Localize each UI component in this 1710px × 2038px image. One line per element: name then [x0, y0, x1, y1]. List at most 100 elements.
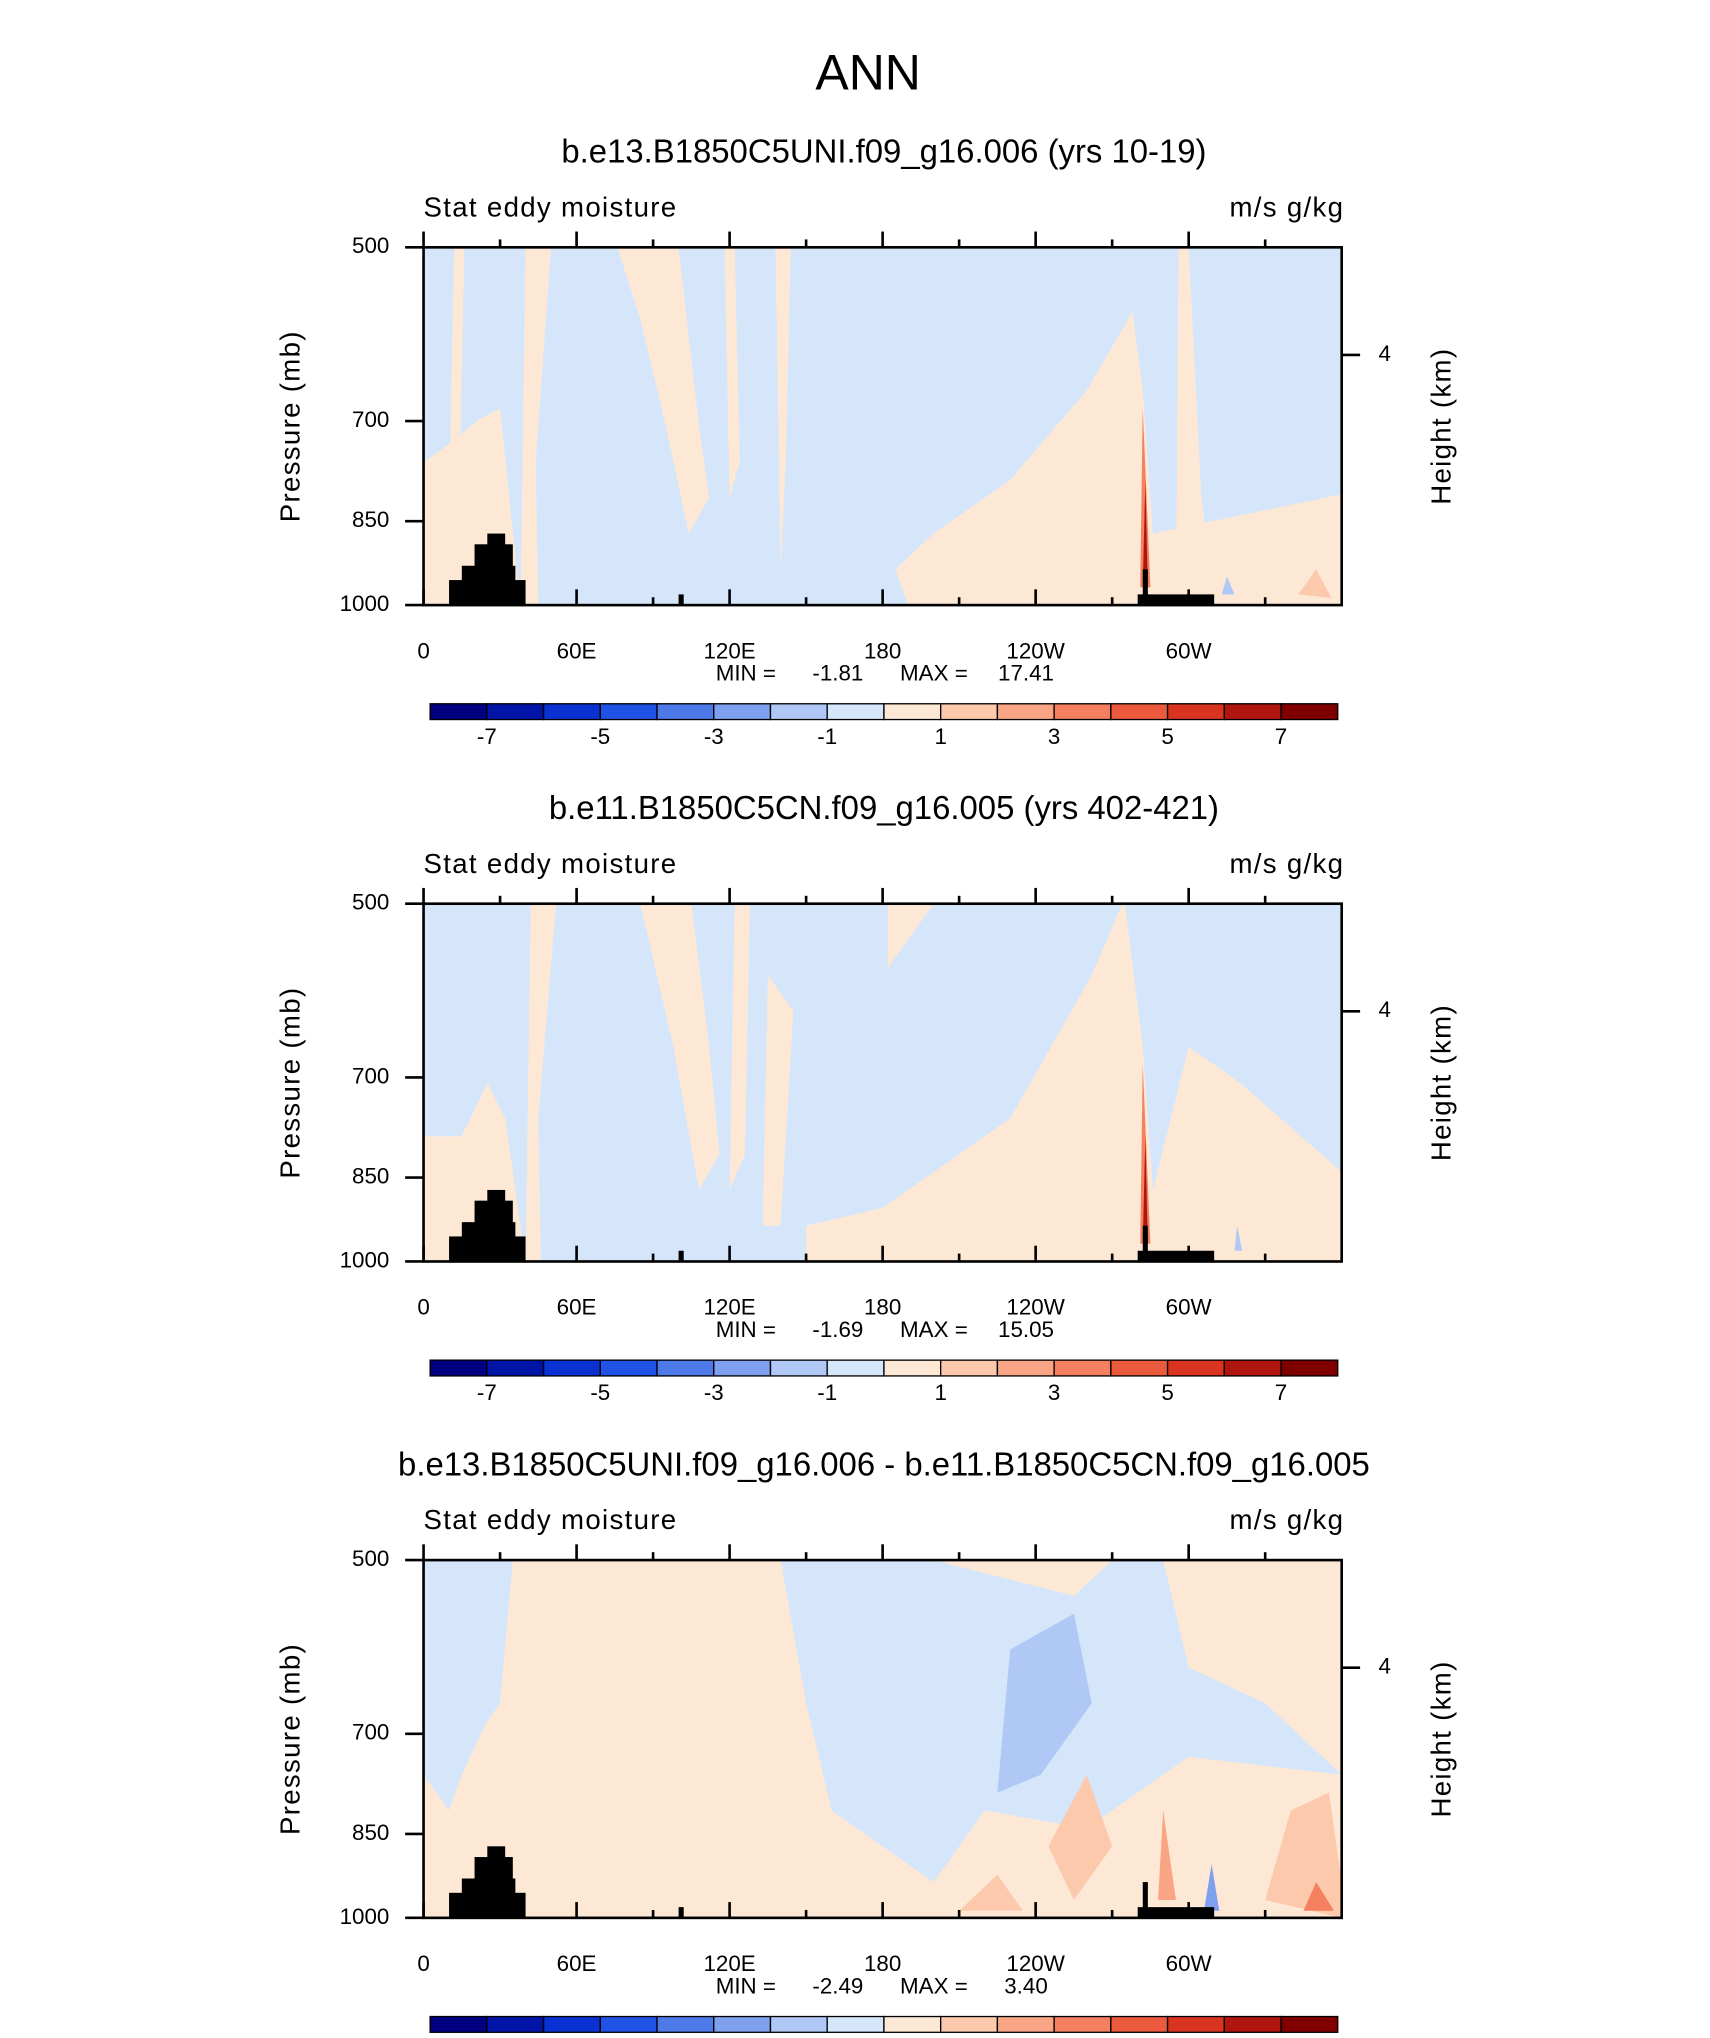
colorbar-box — [940, 1359, 999, 1377]
colorbar-box — [769, 2015, 828, 2033]
min-label: MIN = — [716, 661, 776, 686]
colorbar-box — [486, 2015, 545, 2033]
colorbar-label: -3 — [704, 1380, 724, 1405]
units: m/s g/kg — [1229, 1504, 1344, 1535]
colorbar-label: 7 — [1275, 1380, 1287, 1405]
colorbar-box — [542, 1359, 601, 1377]
colorbar-label: 5 — [1161, 1380, 1173, 1405]
contour-region — [520, 247, 552, 606]
colorbar-label: 1 — [934, 724, 946, 749]
y-tick-label: 1000 — [340, 1904, 390, 1929]
colorbar-label: -7 — [477, 1380, 497, 1405]
colorbar-box — [1110, 703, 1169, 721]
min-value: -2.49 — [812, 1973, 863, 1998]
page-title: ANN — [815, 45, 921, 101]
y2-tick-label: 4 — [1379, 1654, 1391, 1679]
colorbar-label: -3 — [704, 724, 724, 749]
colorbar-box — [656, 2015, 715, 2033]
y2-axis-label: Height (km) — [1425, 1660, 1456, 1817]
x-tick-label: 120W — [1006, 638, 1065, 663]
colorbar-label: 1.2 — [1095, 2037, 1126, 2038]
contour-region — [762, 975, 794, 1226]
x-tick-label: 0 — [417, 1951, 429, 1976]
contour-region — [1234, 1225, 1243, 1251]
colorbar-label: 5 — [1161, 724, 1173, 749]
x-tick-label: 60E — [557, 1951, 597, 1976]
colorbar-label: -0.6 — [751, 2037, 790, 2038]
x-tick-label: 60E — [557, 1295, 597, 1320]
x-tick-label: 60W — [1166, 1295, 1213, 1320]
colorbar-box — [1110, 1359, 1169, 1377]
colorbar-box — [1223, 703, 1282, 721]
contour-region — [423, 1560, 506, 1775]
x-tick-label: 60W — [1166, 1951, 1213, 1976]
colorbar-box — [826, 2015, 885, 2033]
contour-region — [1203, 1864, 1220, 1911]
x-tick-label: 180 — [864, 638, 901, 663]
y-tick-label: 850 — [352, 507, 389, 532]
contour-region — [775, 247, 791, 570]
colorbar-box — [1053, 703, 1112, 721]
contour-region — [449, 247, 465, 498]
y-tick-label: 1000 — [340, 1247, 390, 1272]
y-tick-label: 1000 — [340, 591, 390, 616]
colorbar-label: -1 — [817, 724, 837, 749]
colorbar-box — [542, 2015, 601, 2033]
contour-region — [1298, 569, 1332, 598]
colorbar-box — [486, 1359, 545, 1377]
subtitle: Stat eddy moisture — [424, 1504, 678, 1535]
colorbar-label: 1.8 — [1209, 2037, 1240, 2038]
colorbar-box — [1166, 2015, 1225, 2033]
colorbar-box — [940, 2015, 999, 2033]
colorbar-label: 3 — [1048, 1380, 1060, 1405]
max-value: 3.40 — [1004, 1973, 1048, 1998]
topography — [1142, 1225, 1148, 1262]
contour-region — [997, 1613, 1092, 1793]
contour-region — [1175, 247, 1215, 606]
colorbar-box — [1280, 703, 1339, 721]
x-tick-label: 180 — [864, 1295, 901, 1320]
x-tick-label: 0 — [417, 638, 429, 663]
colorbar-box — [1110, 2015, 1169, 2033]
min-value: -1.69 — [812, 1317, 863, 1342]
colorbar-label: -1.2 — [638, 2037, 677, 2038]
contour-region — [1142, 1136, 1148, 1244]
colorbar-label: -5 — [590, 1380, 610, 1405]
x-tick-label: 120W — [1006, 1951, 1065, 1976]
y-tick-label: 700 — [352, 1720, 389, 1745]
y-tick-label: 700 — [352, 407, 389, 432]
colorbar-label: 0 — [878, 2037, 890, 2038]
max-label: MAX = — [900, 661, 968, 686]
colorbar-box — [826, 1359, 885, 1377]
colorbar-box — [542, 703, 601, 721]
colorbar-box — [996, 1359, 1055, 1377]
y-tick-label: 850 — [352, 1164, 389, 1189]
topography — [678, 594, 684, 606]
colorbar-box — [599, 703, 658, 721]
y2-axis-label: Height (km) — [1425, 348, 1456, 505]
colorbar-label: -1 — [817, 1380, 837, 1405]
colorbar-label: 0.6 — [982, 2037, 1013, 2038]
colorbar-box — [656, 1359, 715, 1377]
colorbar-box — [769, 1359, 828, 1377]
colorbar-box — [713, 703, 772, 721]
colorbar-box — [883, 703, 942, 721]
colorbar-box — [429, 2015, 488, 2033]
y-axis-label: Pressure (mb) — [274, 1643, 305, 1835]
min-label: MIN = — [716, 1973, 776, 1998]
topography — [1137, 1250, 1215, 1262]
contour-region — [895, 311, 1342, 606]
colorbar-label: 1 — [934, 1380, 946, 1405]
panel-title: b.e13.B1850C5UNI.f09_g16.006 - b.e11.B18… — [398, 1445, 1370, 1482]
contour-region — [959, 1874, 1023, 1911]
colorbar-label: 3 — [1048, 724, 1060, 749]
colorbar-box — [1223, 2015, 1282, 2033]
colorbar-box — [1166, 1359, 1225, 1377]
colorbar-box — [1053, 2015, 1112, 2033]
colorbar-box — [940, 703, 999, 721]
colorbar-box — [883, 2015, 942, 2033]
x-tick-label: 120E — [703, 638, 755, 663]
x-tick-label: 60E — [557, 638, 597, 663]
colorbar-box — [599, 2015, 658, 2033]
